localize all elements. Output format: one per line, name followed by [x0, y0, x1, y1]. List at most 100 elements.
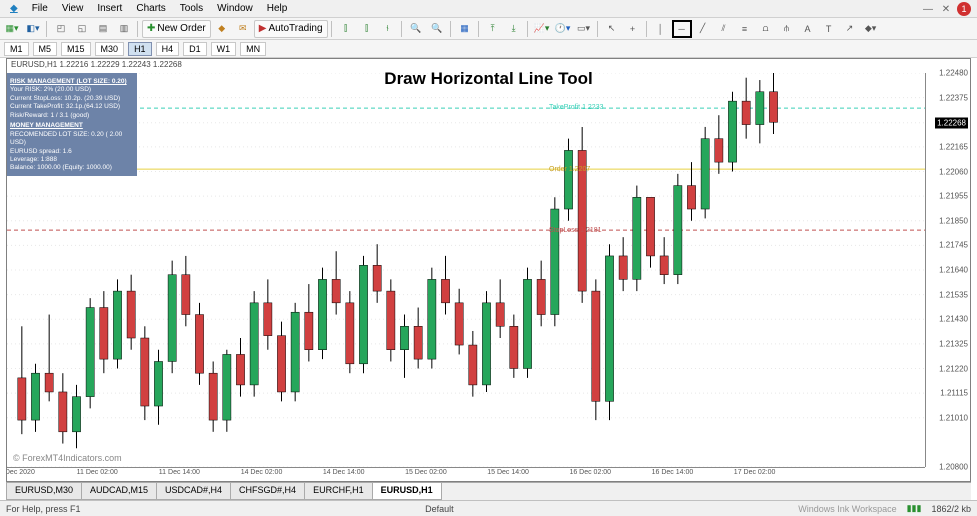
chart-tab[interactable]: EURCHF,H1	[304, 483, 373, 500]
price-tick: 1.22165	[939, 142, 968, 151]
app-icon: ◆	[4, 1, 24, 16]
menu-window[interactable]: Window	[211, 1, 259, 16]
price-tick: 1.22060	[939, 167, 968, 176]
close-icon[interactable]: ✕	[939, 2, 953, 16]
time-tick: 16 Dec 02:00	[569, 469, 611, 476]
status-help: For Help, press F1	[6, 504, 81, 514]
menu-charts[interactable]: Charts	[130, 1, 171, 16]
chart-tab[interactable]: EURUSD,H1	[372, 483, 442, 500]
fibo-fan-icon[interactable]: ⩍	[756, 20, 776, 38]
timeframe-m1[interactable]: M1	[4, 42, 29, 56]
autoscroll-icon[interactable]: ⤒	[483, 20, 503, 38]
price-tick: 1.21745	[939, 241, 968, 250]
tile-icon[interactable]: ▦	[455, 20, 475, 38]
timeframe-m15[interactable]: M15	[61, 42, 91, 56]
chart-tab[interactable]: EURUSD,M30	[6, 483, 82, 500]
statusbar: For Help, press F1 Default Windows Ink W…	[0, 500, 977, 516]
chart-area[interactable]: EURUSD,H1 1.22216 1.22229 1.22243 1.2226…	[6, 58, 971, 482]
time-tick: 15 Dec 14:00	[487, 469, 529, 476]
candle-chart-icon[interactable]: ⫿	[357, 20, 377, 38]
timeframe-bar: M1 M5M15 M30H1 H4D1 W1MN	[0, 40, 977, 58]
watermark: © ForexMT4Indicators.com	[13, 453, 122, 463]
time-axis: 10.Dec 202011 Dec 02:0011 Dec 14:0014 De…	[7, 467, 925, 481]
arrows-icon[interactable]: ↗	[840, 20, 860, 38]
menu-insert[interactable]: Insert	[91, 1, 128, 16]
risk-line: Leverage: 1:888	[10, 156, 134, 164]
andrews-icon[interactable]: ⫛	[777, 20, 797, 38]
time-tick: 14 Dec 14:00	[323, 469, 365, 476]
signal-icon[interactable]: ✉	[233, 20, 253, 38]
risk-line: RECOMENDED LOT SIZE: 0.20 ( 2.00 USD)	[10, 131, 134, 148]
time-tick: 11 Dec 02:00	[77, 469, 118, 476]
chart-tab[interactable]: USDCAD#,H4	[156, 483, 231, 500]
shift-icon[interactable]: ⤓	[504, 20, 524, 38]
candlestick-canvas[interactable]	[7, 73, 925, 467]
horizontal-line-icon[interactable]: ─	[672, 20, 692, 38]
timeframe-mn[interactable]: MN	[240, 42, 266, 56]
vertical-line-icon[interactable]: │	[651, 20, 671, 38]
chart-tabs: EURUSD,M30AUDCAD,M15USDCAD#,H4CHFSGD#,H4…	[6, 482, 971, 500]
line-label: StopLoss 1.2181	[547, 227, 604, 234]
fibonacci-icon[interactable]: ≡	[735, 20, 755, 38]
timeframe-d1[interactable]: D1	[183, 42, 207, 56]
risk-header: RISK MANAGEMENT (LOT SIZE: 0.20)	[10, 78, 134, 86]
price-tick: 1.21955	[939, 192, 968, 201]
indicators-icon[interactable]: 📈▾	[532, 20, 552, 38]
metaquotes-icon[interactable]: ◆	[212, 20, 232, 38]
risk-line: EURUSD spread: 1.6	[10, 148, 134, 156]
strategy-tester-icon[interactable]: ▥	[114, 20, 134, 38]
price-tick: 1.22375	[939, 93, 968, 102]
time-tick: 11 Dec 14:00	[159, 469, 200, 476]
text-icon[interactable]: A	[798, 20, 818, 38]
notification-badge[interactable]: 1	[957, 2, 971, 16]
price-tick: 1.21220	[939, 364, 968, 373]
new-order-button[interactable]: ✚New Order	[142, 20, 211, 38]
time-tick: 14 Dec 02:00	[241, 469, 283, 476]
bar-chart-icon[interactable]: ⫿	[336, 20, 356, 38]
money-header: MONEY MANAGEMENT	[10, 122, 134, 130]
autotrading-button[interactable]: ▶AutoTrading	[254, 20, 328, 38]
equidistant-icon[interactable]: ⫽	[714, 20, 734, 38]
zoom-in-icon[interactable]: 🔍	[406, 20, 426, 38]
cursor-icon[interactable]: ↖	[602, 20, 622, 38]
status-ink: Windows Ink Workspace	[798, 504, 896, 514]
risk-line: Current StopLoss: 10.2p. (20.39 USD)	[10, 95, 134, 103]
timeframe-h1[interactable]: H1	[128, 42, 152, 56]
menu-tools[interactable]: Tools	[174, 1, 209, 16]
shapes-icon[interactable]: ◆▾	[861, 20, 881, 38]
menu-help[interactable]: Help	[261, 1, 294, 16]
chart-tab[interactable]: AUDCAD,M15	[81, 483, 157, 500]
crosshair-icon[interactable]: +	[623, 20, 643, 38]
price-tick: 1.21115	[940, 389, 968, 398]
market-watch-icon[interactable]: ◰	[51, 20, 71, 38]
price-tick: 1.21325	[939, 339, 968, 348]
timeframe-m5[interactable]: M5	[33, 42, 58, 56]
profiles-icon[interactable]: ◧▾	[23, 20, 43, 38]
navigator-icon[interactable]: ◱	[72, 20, 92, 38]
menubar: ◆ FileViewInsertChartsToolsWindowHelp	[0, 0, 977, 18]
new-chart-icon[interactable]: ▦▾	[2, 20, 22, 38]
periods-icon[interactable]: 🕐▾	[553, 20, 573, 38]
time-tick: 17 Dec 02:00	[734, 469, 776, 476]
menu-view[interactable]: View	[56, 1, 90, 16]
price-tick: 1.20800	[939, 463, 968, 472]
timeframe-w1[interactable]: W1	[211, 42, 237, 56]
trendline-icon[interactable]: ╱	[693, 20, 713, 38]
templates-icon[interactable]: ▭▾	[574, 20, 594, 38]
price-axis: 1.224801.223751.222681.221651.220601.219…	[925, 73, 970, 467]
time-tick: 15 Dec 02:00	[405, 469, 447, 476]
line-label: TakeProfit 1.2233	[547, 104, 605, 111]
line-chart-icon[interactable]: ⫮	[378, 20, 398, 38]
timeframe-h4[interactable]: H4	[156, 42, 180, 56]
price-tick: 1.21850	[939, 216, 968, 225]
risk-info-panel: RISK MANAGEMENT (LOT SIZE: 0.20) Your RI…	[7, 73, 137, 176]
chart-tab[interactable]: CHFSGD#,H4	[230, 483, 305, 500]
timeframe-m30[interactable]: M30	[95, 42, 125, 56]
text-label-icon[interactable]: T	[819, 20, 839, 38]
price-tick: 1.21640	[939, 266, 968, 275]
zoom-out-icon[interactable]: 🔍	[427, 20, 447, 38]
price-tick: 1.22268	[935, 117, 968, 128]
terminal-icon[interactable]: ▤	[93, 20, 113, 38]
menu-file[interactable]: File	[26, 1, 54, 16]
minimize-icon[interactable]: —	[921, 2, 935, 16]
